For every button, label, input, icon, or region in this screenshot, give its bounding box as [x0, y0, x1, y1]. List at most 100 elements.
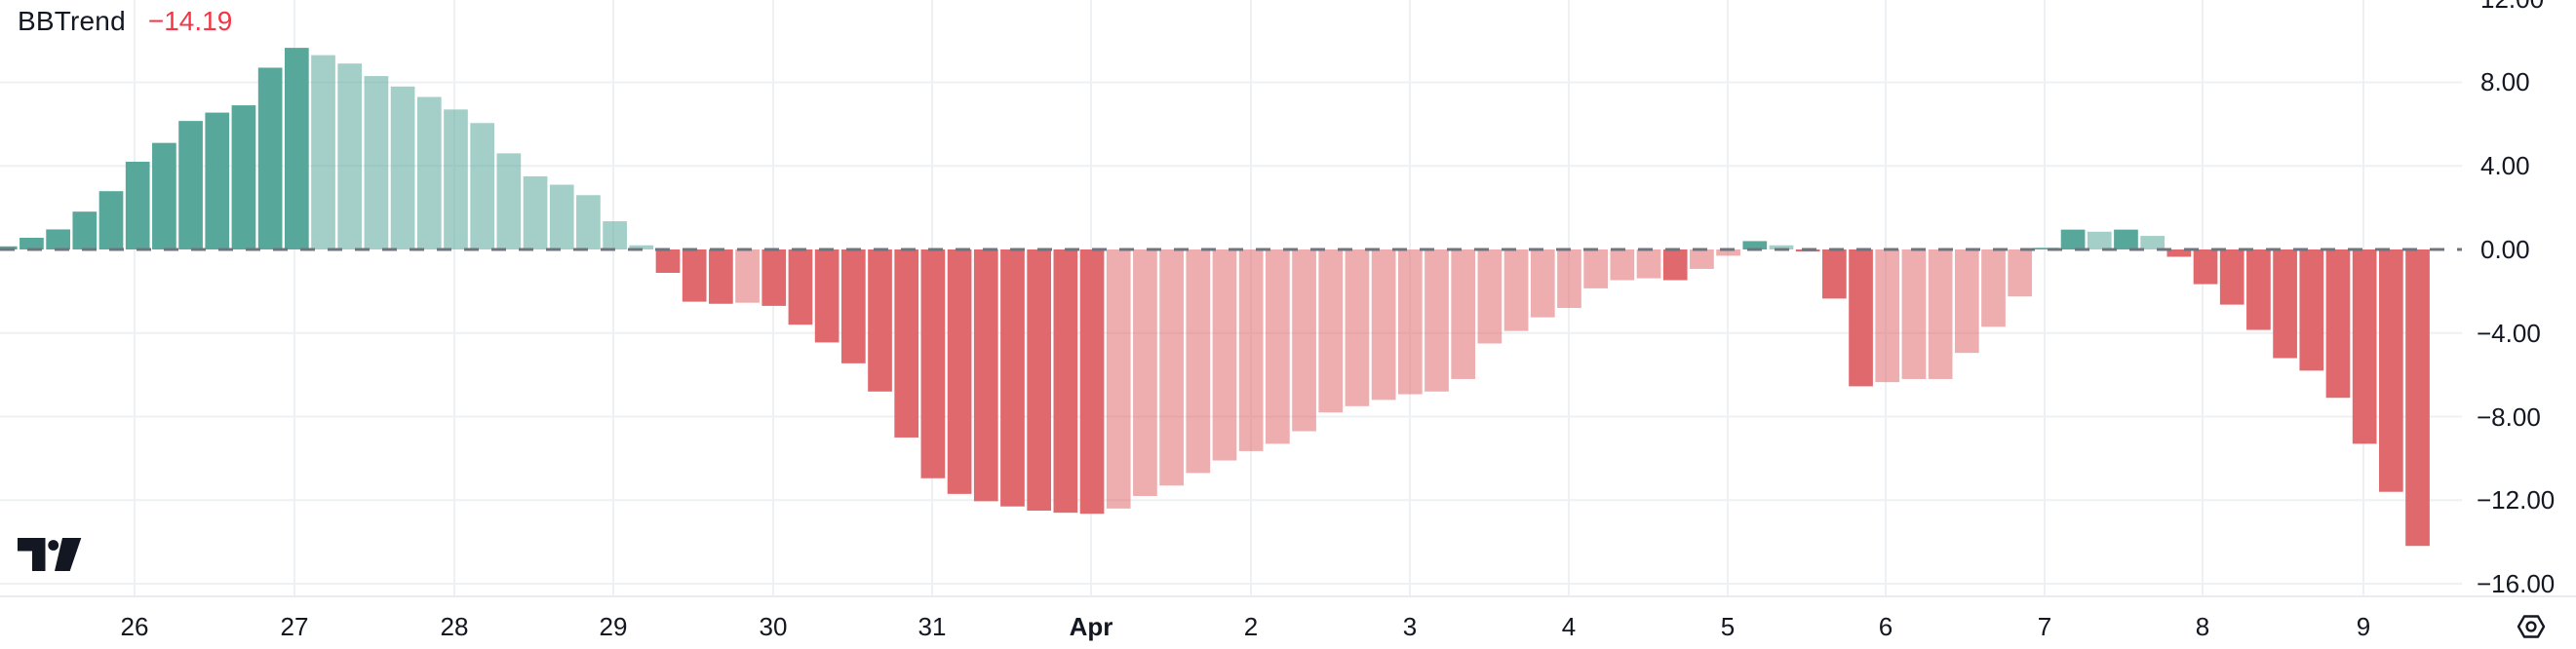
histogram-bar — [814, 249, 839, 343]
histogram-bar — [1477, 249, 1503, 344]
time-axis-label: 26 — [120, 612, 149, 641]
histogram-bar — [2034, 248, 2059, 249]
histogram-bar — [2299, 249, 2324, 371]
time-axis[interactable]: 26 27 28 29 30 31 Apr 2 3 4 5 6 7 8 9 — [0, 597, 2576, 649]
histogram-bar — [1849, 249, 1873, 387]
histogram-bar — [2114, 229, 2138, 249]
histogram-bar — [1133, 249, 1157, 496]
histogram-bar — [603, 221, 627, 249]
histogram-bar — [655, 249, 681, 274]
histogram-bar — [1266, 249, 1290, 444]
time-axis-label: 29 — [599, 612, 628, 641]
histogram-bar — [1530, 249, 1555, 318]
histogram-bar — [920, 249, 946, 478]
histogram-bar — [416, 96, 442, 249]
histogram-bar — [1397, 249, 1423, 395]
histogram-bar — [46, 229, 70, 249]
histogram-bar — [496, 153, 522, 249]
price-axis-label: −16.00 — [2477, 569, 2556, 599]
time-axis-separator — [0, 595, 2576, 597]
histogram-bar — [1371, 249, 1396, 401]
histogram-bar — [257, 67, 283, 249]
histogram-bar — [1053, 249, 1078, 514]
histogram-bar — [2246, 249, 2271, 330]
histogram-bar — [576, 195, 601, 249]
time-axis-label: 3 — [1402, 612, 1418, 641]
time-axis-label: 5 — [1720, 612, 1736, 641]
indicator-legend[interactable]: BBTrend −14.19 — [18, 5, 232, 38]
histogram-bar — [1238, 249, 1264, 451]
histogram-bar — [470, 123, 495, 250]
histogram-bar — [98, 191, 124, 249]
histogram-bar — [444, 109, 468, 250]
histogram-bar — [1769, 245, 1794, 249]
time-axis-label: 4 — [1561, 612, 1577, 641]
histogram-bar — [868, 249, 892, 392]
histogram-bar — [284, 48, 309, 249]
histogram-bar — [1716, 249, 1740, 256]
histogram-bar — [2008, 249, 2033, 297]
time-axis-label: 6 — [1878, 612, 1893, 641]
time-axis-label: 31 — [917, 612, 947, 641]
histogram-bar — [231, 105, 256, 250]
histogram-bar — [0, 246, 18, 249]
time-axis-label: 30 — [759, 612, 788, 641]
histogram-bar — [1557, 249, 1581, 309]
price-axis-label: 12.00 — [2477, 0, 2544, 15]
time-axis-label: 9 — [2356, 612, 2371, 641]
indicator-name: BBTrend — [18, 6, 126, 36]
histogram-bar — [72, 211, 98, 249]
time-axis-label: Apr — [1069, 612, 1113, 641]
histogram-bar — [1875, 249, 1900, 383]
histogram-bar — [1928, 249, 1953, 379]
price-axis[interactable]: 12.00 8.00 4.00 0.00 −4.00 −8.00 −12.00 −16.00 — [2475, 0, 2576, 599]
histogram-bar — [629, 245, 654, 249]
histogram-bar — [709, 249, 733, 304]
price-axis-label: 8.00 — [2480, 67, 2530, 97]
histogram-bar — [1610, 249, 1635, 281]
histogram-bar — [1583, 249, 1608, 288]
histogram-bar — [1027, 249, 1052, 511]
time-axis-label: 27 — [280, 612, 309, 641]
histogram-bar — [1212, 249, 1237, 461]
histogram-bar — [1822, 249, 1847, 299]
histogram-bar — [761, 249, 787, 306]
histogram-bar — [894, 249, 919, 438]
histogram-bar — [2140, 236, 2165, 249]
histogram-bar — [2379, 249, 2403, 492]
histogram-bar — [1954, 249, 1979, 354]
histogram-bar — [2352, 249, 2377, 444]
histogram-bar — [682, 249, 707, 302]
histogram-bar — [2325, 249, 2351, 399]
histogram-bar — [2273, 249, 2297, 359]
histogram-bar — [205, 112, 230, 250]
histogram-bar — [1981, 249, 2006, 327]
histogram-bar — [364, 76, 389, 249]
histogram-bar — [1318, 249, 1344, 413]
histogram-bar — [2060, 229, 2086, 249]
indicator-value: −14.19 — [147, 6, 233, 36]
histogram-bar — [1000, 249, 1025, 507]
price-axis-label: 0.00 — [2480, 235, 2530, 264]
time-axis-label: 7 — [2037, 612, 2052, 641]
bars-group[interactable] — [0, 48, 2430, 547]
histogram-bar — [152, 142, 176, 249]
histogram-bar — [1079, 249, 1105, 515]
settings-icon[interactable] — [2516, 611, 2547, 642]
histogram-bar — [735, 249, 760, 303]
histogram-bar — [311, 55, 335, 249]
histogram-bar — [2193, 249, 2218, 285]
histogram-bar — [523, 175, 548, 249]
histogram-bar — [2166, 249, 2192, 257]
histogram-bar — [178, 121, 203, 249]
histogram-bar — [1503, 249, 1529, 331]
price-axis-label: −4.00 — [2477, 318, 2541, 348]
histogram-bar — [973, 249, 998, 502]
histogram-bar — [1690, 249, 1714, 269]
histogram-bar — [1742, 241, 1768, 249]
tradingview-logo[interactable] — [18, 538, 82, 571]
histogram-bar — [125, 161, 150, 249]
histogram-bar — [1662, 249, 1688, 281]
